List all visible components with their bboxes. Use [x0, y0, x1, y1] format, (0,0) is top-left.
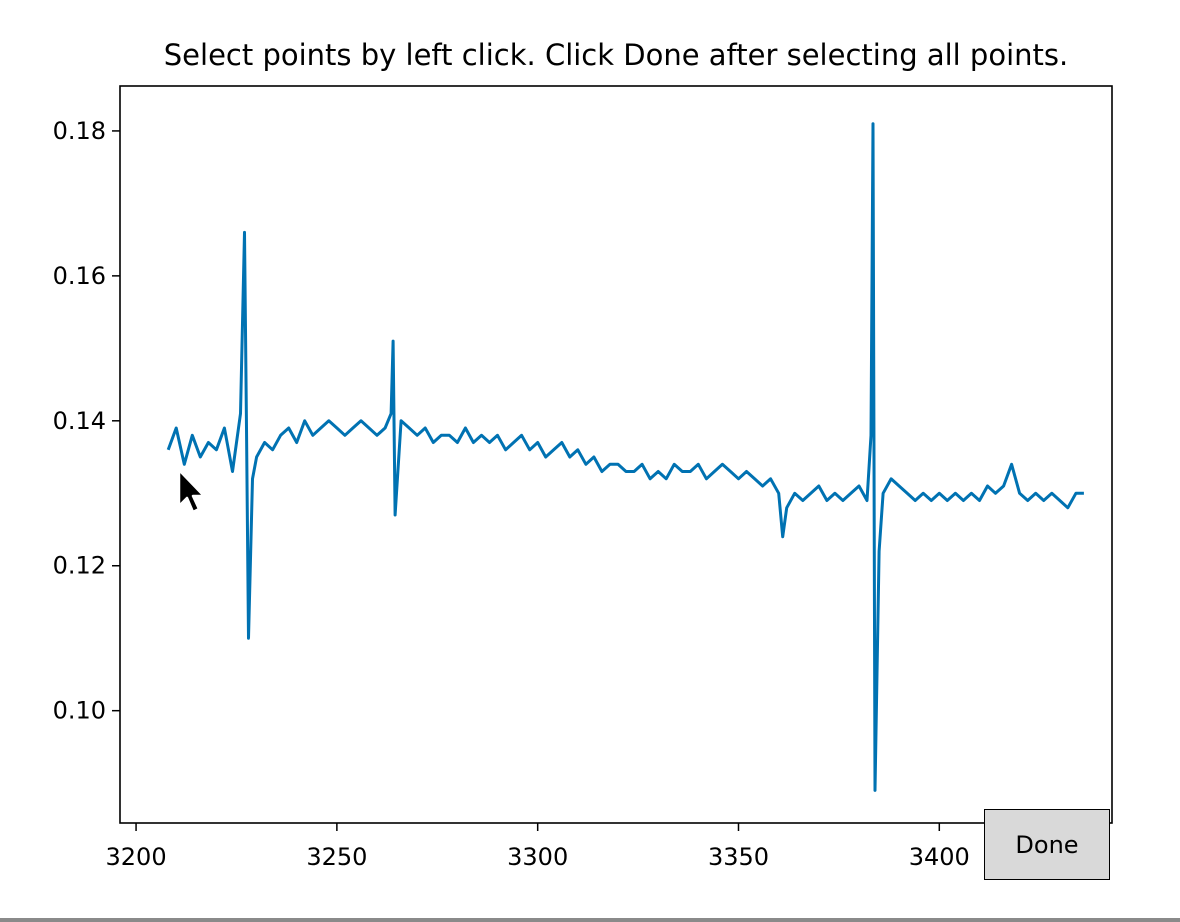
y-tick-label: 0.14: [53, 407, 106, 435]
done-button[interactable]: Done: [984, 809, 1110, 880]
data-series-line: [166, 122, 1084, 792]
x-tick-label: 3200: [106, 843, 167, 871]
x-tick-label: 3350: [708, 843, 769, 871]
x-tick-label: 3300: [507, 843, 568, 871]
y-tick-label: 0.12: [53, 552, 106, 580]
x-tick-label: 3250: [306, 843, 367, 871]
chart-title: Select points by left click. Click Done …: [163, 38, 1069, 72]
x-tick-label: 3400: [909, 843, 970, 871]
window-bottom-border: [0, 918, 1180, 922]
mouse-pointer-icon: [177, 468, 206, 514]
plot-area[interactable]: 3200 3250 3300 3350 3400 0.10 0.12 0.14 0.16 0.18: [53, 85, 1113, 871]
axes-frame: [119, 85, 1113, 824]
y-tick-label: 0.18: [53, 117, 106, 145]
y-tick-label: 0.10: [53, 697, 106, 725]
y-tick-label: 0.16: [53, 262, 106, 290]
